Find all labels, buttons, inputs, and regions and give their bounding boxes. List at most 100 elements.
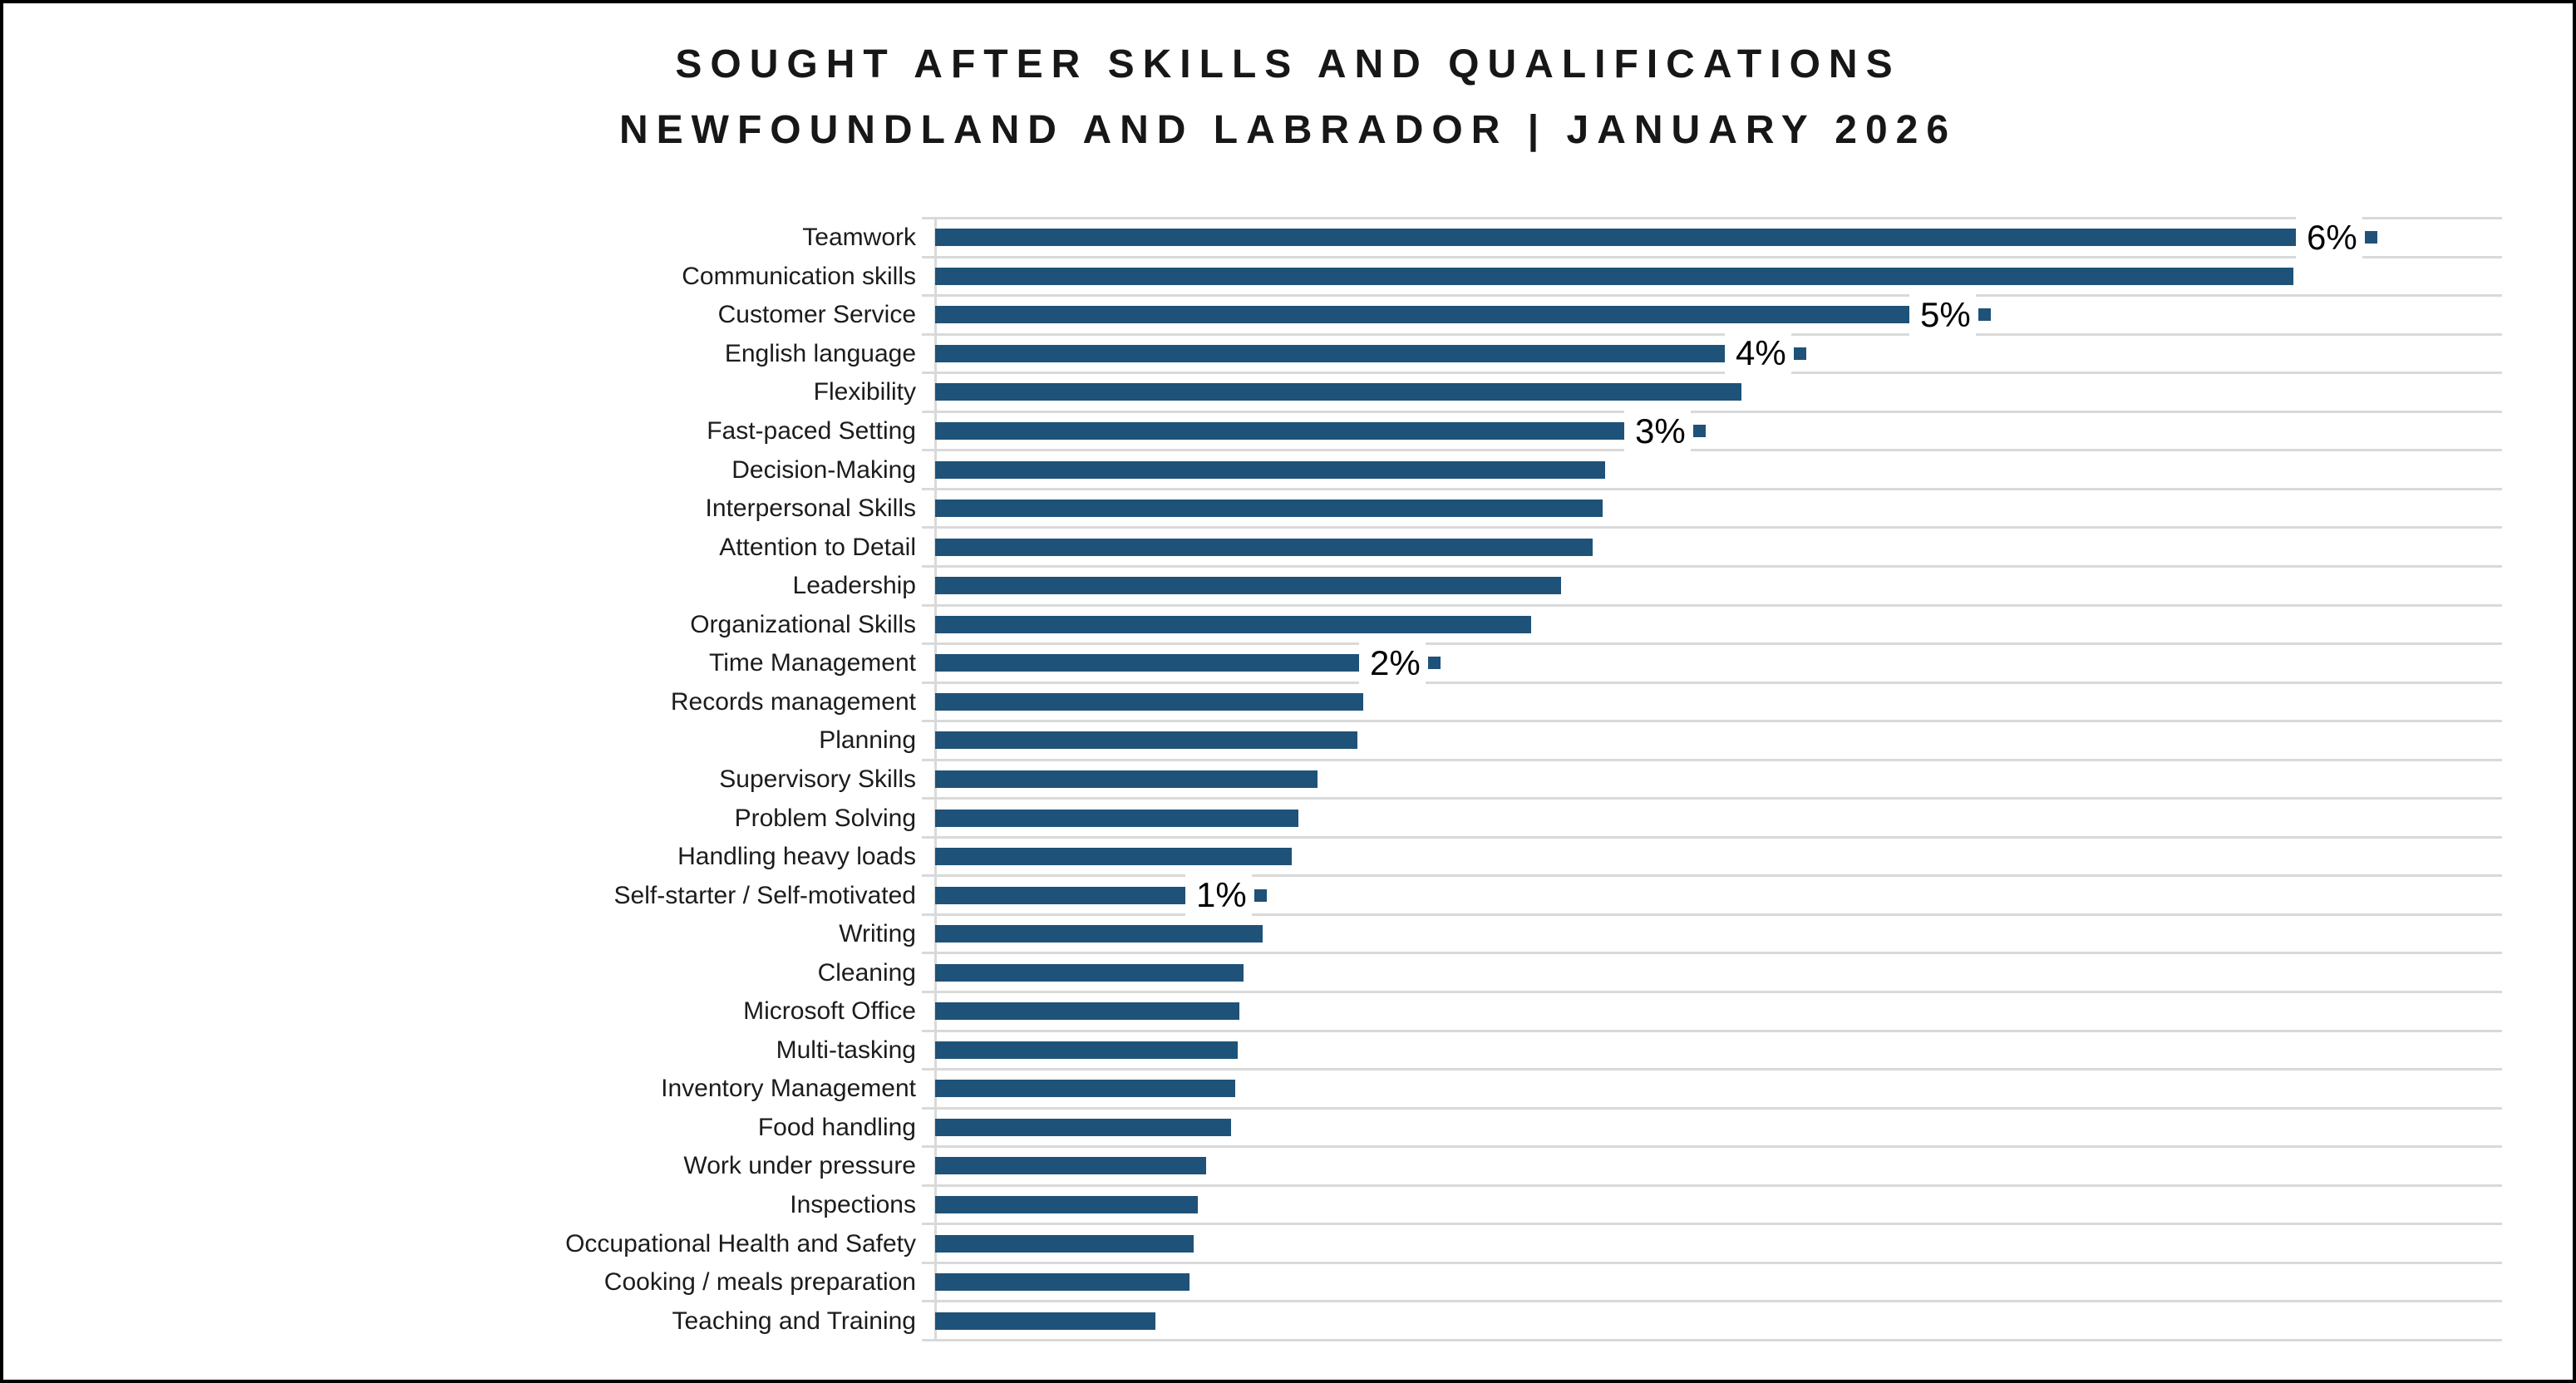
bar-communication-skills <box>935 267 2293 285</box>
gridline <box>922 1029 2502 1032</box>
bar-self-starter-self-motivated <box>935 886 1185 904</box>
gridline <box>922 952 2502 955</box>
gridline <box>922 487 2502 490</box>
category-label: Teamwork <box>802 224 916 252</box>
category-label: Interpersonal Skills <box>705 495 916 523</box>
gridline <box>922 681 2502 684</box>
bar-organizational-skills <box>935 615 1531 633</box>
category-label: Multi-tasking <box>776 1036 916 1064</box>
category-label: Inspections <box>790 1191 916 1219</box>
gridline <box>922 1106 2502 1110</box>
category-label: Food handling <box>757 1113 916 1141</box>
data-label: 4% <box>1725 330 1791 377</box>
data-label: 6% <box>2296 214 2362 261</box>
bar-attention-to-detail <box>935 538 1593 556</box>
bar-cleaning <box>935 963 1244 982</box>
data-label-marker-square <box>1978 308 1991 322</box>
category-label: English language <box>724 339 916 367</box>
gridline <box>922 526 2502 529</box>
bar-writing <box>935 925 1263 943</box>
bar-problem-solving <box>935 809 1298 827</box>
gridline <box>922 1184 2502 1187</box>
gridline <box>922 1338 2502 1341</box>
bar-english-language <box>935 344 1725 362</box>
category-label: Microsoft Office <box>743 997 916 1026</box>
category-label: Planning <box>819 726 916 755</box>
category-label: Work under pressure <box>683 1152 916 1180</box>
category-label: Handling heavy loads <box>677 843 916 871</box>
bar-handling-heavy-loads <box>935 848 1292 866</box>
gridline <box>922 874 2502 878</box>
chart-title: SOUGHT AFTER SKILLS AND QUALIFICATIONS N… <box>3 32 2573 163</box>
plot-area: 6% 5% 4% 3% 2% 1% <box>3 3 2573 1380</box>
gridline <box>922 642 2502 646</box>
data-label-marker-square <box>1693 425 1706 438</box>
data-label: 5% <box>1909 291 1976 338</box>
bar-supervisory-skills <box>935 770 1318 788</box>
bar-decision-making <box>935 460 1605 479</box>
gridline <box>922 1068 2502 1071</box>
category-label: Time Management <box>709 649 916 677</box>
gridline <box>922 410 2502 413</box>
gridline <box>922 835 2502 839</box>
bar-planning <box>935 731 1357 750</box>
bar-inspections <box>935 1196 1198 1214</box>
gridline <box>922 1300 2502 1303</box>
category-label: Writing <box>839 920 916 948</box>
category-axis: Teamwork Communication skills Customer Ser… <box>3 3 2573 1380</box>
category-label: Cleaning <box>817 958 916 987</box>
bar-teamwork <box>935 229 2296 247</box>
gridline <box>922 758 2502 761</box>
gridline <box>922 797 2502 800</box>
gridline <box>922 1223 2502 1226</box>
bar-work-under-pressure <box>935 1157 1206 1175</box>
gridline <box>922 913 2502 916</box>
bar-microsoft-office <box>935 1002 1239 1021</box>
gridline <box>922 603 2502 607</box>
gridline <box>922 991 2502 993</box>
data-label-marker-square <box>1254 888 1267 902</box>
data-label: 1% <box>1185 872 1252 919</box>
data-label-marker-square <box>1794 347 1806 360</box>
data-label-marker-square <box>1428 657 1441 670</box>
bar-layer <box>3 3 2573 1380</box>
category-label: Decision-Making <box>731 455 916 484</box>
bar-teaching-and-training <box>935 1312 1155 1330</box>
bar-customer-service <box>935 306 1909 324</box>
bar-time-management <box>935 654 1359 672</box>
bar-occupational-health-and-safety <box>935 1234 1194 1253</box>
category-label: Self-starter / Self-motivated <box>613 881 916 909</box>
data-label: 3% <box>1624 407 1691 455</box>
gridline <box>922 449 2502 452</box>
gridline <box>922 255 2502 258</box>
category-label: Flexibility <box>813 378 916 406</box>
category-label: Problem Solving <box>734 804 916 832</box>
data-label: 2% <box>1359 639 1426 687</box>
category-label: Supervisory Skills <box>719 765 916 793</box>
category-label: Inventory Management <box>661 1075 916 1103</box>
bar-inventory-management <box>935 1080 1235 1098</box>
chart-title-line2: NEWFOUNDLAND AND LABRADOR | JANUARY 2026 <box>618 108 1958 152</box>
gridline <box>922 1145 2502 1149</box>
category-label: Leadership <box>792 572 916 600</box>
category-label: Fast-paced Setting <box>707 417 916 445</box>
gridline <box>922 217 2502 219</box>
category-label: Occupational Health and Safety <box>565 1229 916 1257</box>
bar-fast-paced-setting <box>935 422 1624 440</box>
gridline <box>922 294 2502 298</box>
bar-multi-tasking <box>935 1041 1238 1059</box>
bar-interpersonal-skills <box>935 500 1603 518</box>
gridline <box>922 564 2502 568</box>
category-label: Customer Service <box>717 301 916 329</box>
category-label: Organizational Skills <box>690 610 916 638</box>
category-label: Communication skills <box>682 262 916 290</box>
gridline <box>922 1261 2502 1264</box>
category-label: Teaching and Training <box>672 1307 916 1335</box>
gridline <box>922 720 2502 723</box>
category-label: Records management <box>670 687 916 716</box>
data-label-marker-square <box>2365 231 2377 244</box>
data-label-layer: 6% 5% 4% 3% 2% 1% <box>3 3 2573 1380</box>
bar-cooking-meals-preparation <box>935 1273 1189 1292</box>
category-label: Attention to Detail <box>719 533 916 561</box>
